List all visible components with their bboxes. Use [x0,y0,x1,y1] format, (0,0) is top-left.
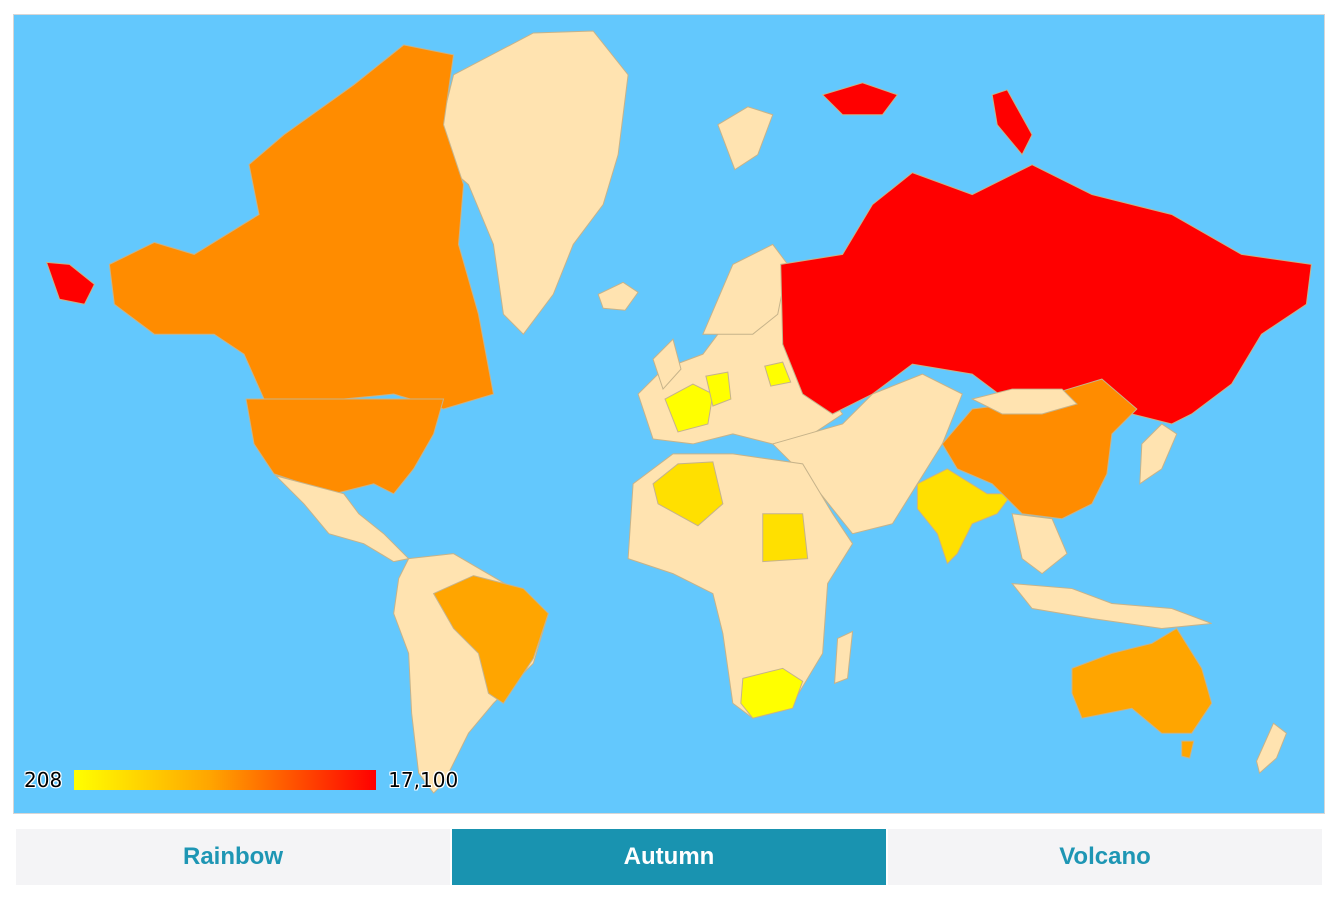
tab-volcano[interactable]: Volcano [888,829,1322,885]
tab-autumn[interactable]: Autumn [452,829,888,885]
map-svg [14,15,1324,813]
region-sudan[interactable] [763,514,808,562]
tab-rainbow[interactable]: Rainbow [16,829,452,885]
world-map[interactable]: 208 17,100 [13,14,1325,814]
color-legend: 208 17,100 [24,767,458,793]
color-scheme-tabs: Rainbow Autumn Volcano [16,829,1322,885]
legend-max-label: 17,100 [388,768,458,792]
legend-min-label: 208 [24,768,62,792]
legend-gradient-bar [74,770,376,790]
